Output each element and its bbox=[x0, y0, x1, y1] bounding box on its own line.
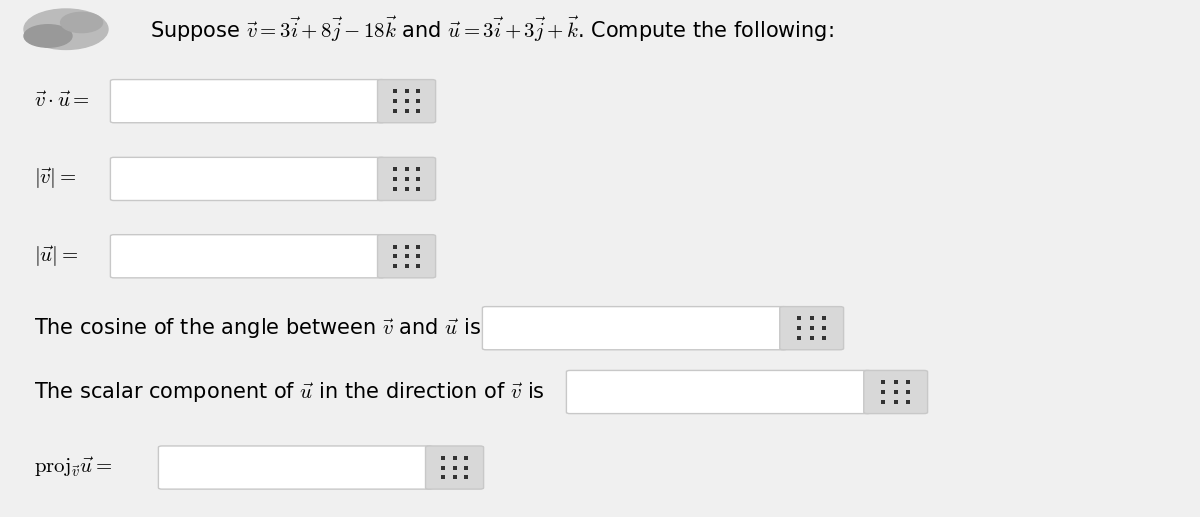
FancyBboxPatch shape bbox=[780, 307, 844, 350]
Ellipse shape bbox=[24, 25, 72, 47]
FancyBboxPatch shape bbox=[110, 235, 385, 278]
Ellipse shape bbox=[61, 12, 103, 33]
FancyBboxPatch shape bbox=[566, 371, 871, 414]
FancyBboxPatch shape bbox=[426, 446, 484, 489]
Text: The cosine of the angle between $\vec{v}$ and $\vec{u}$ is: The cosine of the angle between $\vec{v}… bbox=[34, 316, 481, 340]
FancyBboxPatch shape bbox=[378, 157, 436, 201]
Text: $|\vec{u}| =$: $|\vec{u}| =$ bbox=[34, 244, 78, 268]
FancyBboxPatch shape bbox=[482, 307, 787, 350]
Text: $\mathrm{proj}_{\vec{v}}\vec{u} =$: $\mathrm{proj}_{\vec{v}}\vec{u} =$ bbox=[34, 456, 112, 479]
FancyBboxPatch shape bbox=[110, 157, 385, 201]
FancyBboxPatch shape bbox=[158, 446, 433, 489]
Text: $\vec{v} \cdot \vec{u} =$: $\vec{v} \cdot \vec{u} =$ bbox=[34, 91, 89, 111]
Text: The scalar component of $\vec{u}$ in the direction of $\vec{v}$ is: The scalar component of $\vec{u}$ in the… bbox=[34, 380, 545, 404]
FancyBboxPatch shape bbox=[864, 371, 928, 414]
Ellipse shape bbox=[24, 9, 108, 50]
FancyBboxPatch shape bbox=[378, 235, 436, 278]
FancyBboxPatch shape bbox=[110, 80, 385, 123]
Text: $|\vec{v}| =$: $|\vec{v}| =$ bbox=[34, 166, 76, 191]
Text: Suppose $\vec{v} = 3\vec{i} + 8\vec{j} - 18\vec{k}$ and $\vec{u} = 3\vec{i} + 3\: Suppose $\vec{v} = 3\vec{i} + 8\vec{j} -… bbox=[150, 14, 834, 44]
FancyBboxPatch shape bbox=[378, 80, 436, 123]
